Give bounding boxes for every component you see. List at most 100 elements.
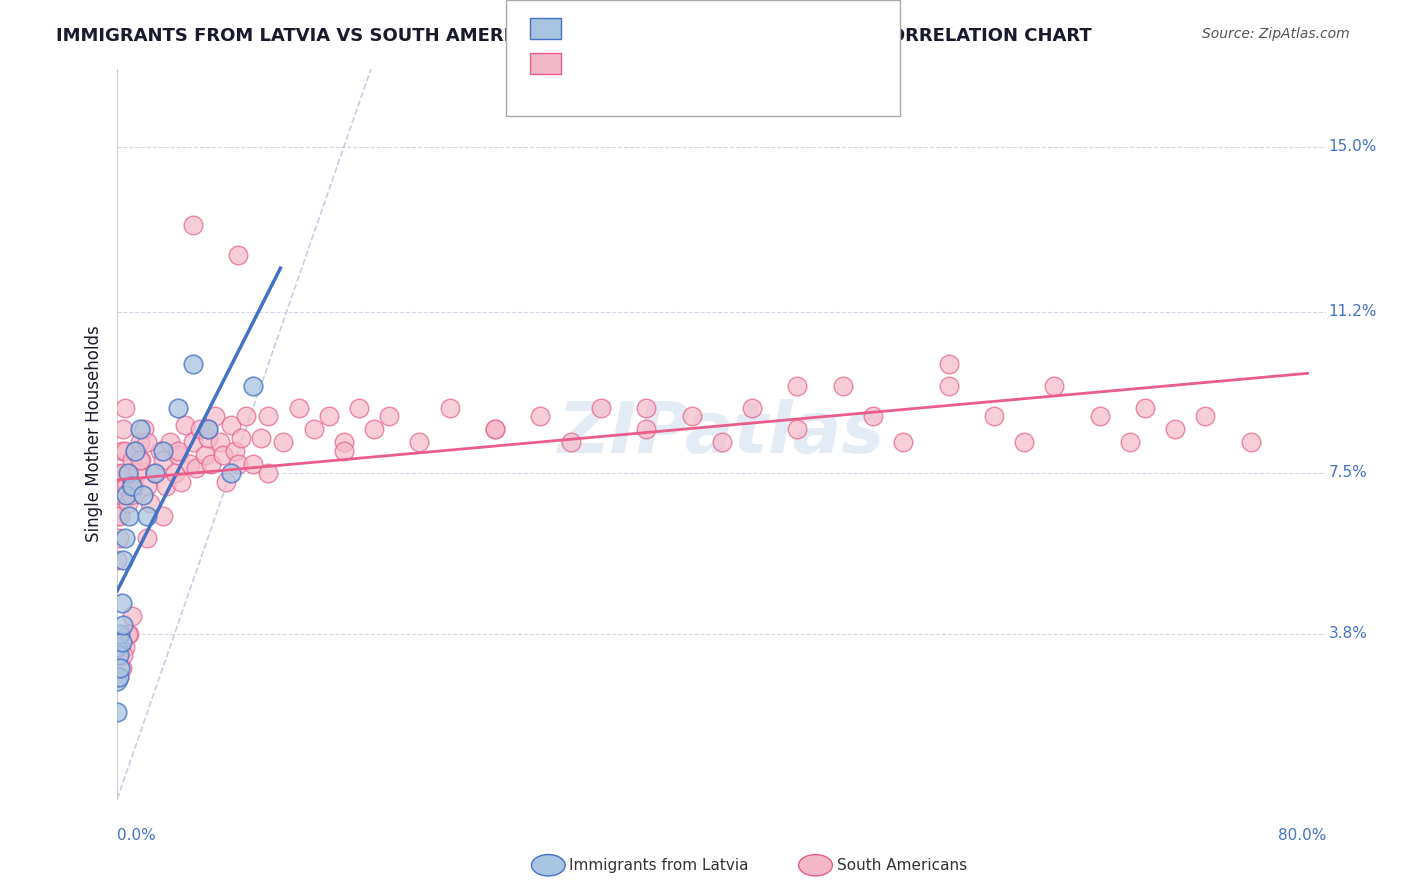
Point bbox=[108, 626, 131, 640]
Point bbox=[212, 449, 235, 463]
Point bbox=[226, 457, 249, 471]
Point bbox=[107, 487, 129, 501]
Point bbox=[1133, 401, 1156, 415]
Text: Immigrants from Latvia: Immigrants from Latvia bbox=[569, 858, 749, 872]
Point bbox=[1164, 422, 1187, 436]
Point bbox=[120, 487, 142, 501]
Text: 80.0%: 80.0% bbox=[1278, 828, 1326, 843]
Text: 0.0%: 0.0% bbox=[117, 828, 156, 843]
Point bbox=[226, 248, 249, 262]
Point bbox=[155, 479, 177, 493]
Point bbox=[831, 379, 853, 393]
Point bbox=[108, 661, 131, 675]
Point bbox=[938, 379, 960, 393]
Point bbox=[891, 435, 914, 450]
Point bbox=[111, 596, 134, 610]
Point bbox=[219, 466, 242, 480]
Text: 3.8%: 3.8% bbox=[1329, 626, 1368, 641]
Text: R =  0.476   N =  27: R = 0.476 N = 27 bbox=[574, 29, 773, 46]
Point bbox=[136, 531, 159, 545]
Point bbox=[112, 648, 135, 663]
Point bbox=[107, 670, 129, 684]
Point bbox=[114, 531, 136, 545]
Point bbox=[200, 457, 222, 471]
Text: IMMIGRANTS FROM LATVIA VS SOUTH AMERICAN SINGLE MOTHER HOUSEHOLDS CORRELATION CH: IMMIGRANTS FROM LATVIA VS SOUTH AMERICAN… bbox=[56, 27, 1092, 45]
Point bbox=[529, 409, 551, 424]
Text: Source: ZipAtlas.com: Source: ZipAtlas.com bbox=[1202, 27, 1350, 41]
Point bbox=[681, 409, 703, 424]
Point bbox=[122, 479, 145, 493]
Point bbox=[302, 422, 325, 436]
Point bbox=[114, 444, 136, 458]
Point bbox=[132, 487, 155, 501]
Point bbox=[333, 435, 356, 450]
Point bbox=[152, 452, 174, 467]
Point bbox=[257, 466, 280, 480]
Point bbox=[235, 409, 257, 424]
Y-axis label: Single Mother Households: Single Mother Households bbox=[86, 326, 103, 542]
Point bbox=[136, 435, 159, 450]
Point bbox=[1240, 435, 1263, 450]
Point bbox=[112, 553, 135, 567]
Point bbox=[128, 435, 150, 450]
Point bbox=[208, 435, 231, 450]
Point bbox=[166, 449, 188, 463]
Point bbox=[224, 444, 246, 458]
Point bbox=[121, 479, 143, 493]
Point bbox=[143, 466, 166, 480]
Point bbox=[120, 479, 142, 493]
Point bbox=[197, 431, 219, 445]
Point bbox=[938, 357, 960, 371]
Point bbox=[159, 435, 181, 450]
Point bbox=[148, 444, 170, 458]
Point bbox=[112, 618, 135, 632]
Point bbox=[983, 409, 1005, 424]
Point bbox=[181, 357, 204, 371]
Point bbox=[114, 401, 136, 415]
Point bbox=[741, 401, 763, 415]
Point bbox=[197, 422, 219, 436]
Point bbox=[287, 401, 309, 415]
Point bbox=[181, 435, 204, 450]
Point bbox=[125, 466, 148, 480]
Point bbox=[128, 422, 150, 436]
Point bbox=[112, 466, 135, 480]
Point bbox=[378, 409, 401, 424]
Point bbox=[124, 444, 146, 458]
Point bbox=[152, 509, 174, 524]
Point bbox=[363, 422, 385, 436]
Point bbox=[134, 422, 156, 436]
Point bbox=[107, 531, 129, 545]
Point bbox=[589, 401, 612, 415]
Point bbox=[117, 466, 139, 480]
Point bbox=[107, 648, 129, 663]
Point bbox=[108, 466, 131, 480]
Point bbox=[166, 401, 188, 415]
Point bbox=[108, 640, 131, 654]
Point bbox=[118, 509, 141, 524]
Point bbox=[242, 457, 264, 471]
Point bbox=[128, 452, 150, 467]
Point bbox=[111, 444, 134, 458]
Point bbox=[710, 435, 733, 450]
Point bbox=[111, 661, 134, 675]
Point bbox=[124, 444, 146, 458]
Text: 15.0%: 15.0% bbox=[1329, 139, 1378, 154]
Point bbox=[1043, 379, 1066, 393]
Point bbox=[215, 475, 238, 489]
Point bbox=[174, 417, 197, 432]
Point bbox=[117, 496, 139, 510]
Point bbox=[118, 626, 141, 640]
Point bbox=[131, 452, 153, 467]
Point bbox=[204, 409, 226, 424]
Point bbox=[194, 449, 217, 463]
Text: 11.2%: 11.2% bbox=[1329, 304, 1378, 319]
Point bbox=[136, 479, 159, 493]
Point bbox=[408, 435, 430, 450]
Point bbox=[1194, 409, 1216, 424]
Point bbox=[484, 422, 506, 436]
Point bbox=[786, 422, 808, 436]
Point bbox=[219, 417, 242, 432]
Point bbox=[1012, 435, 1035, 450]
Point bbox=[862, 409, 884, 424]
